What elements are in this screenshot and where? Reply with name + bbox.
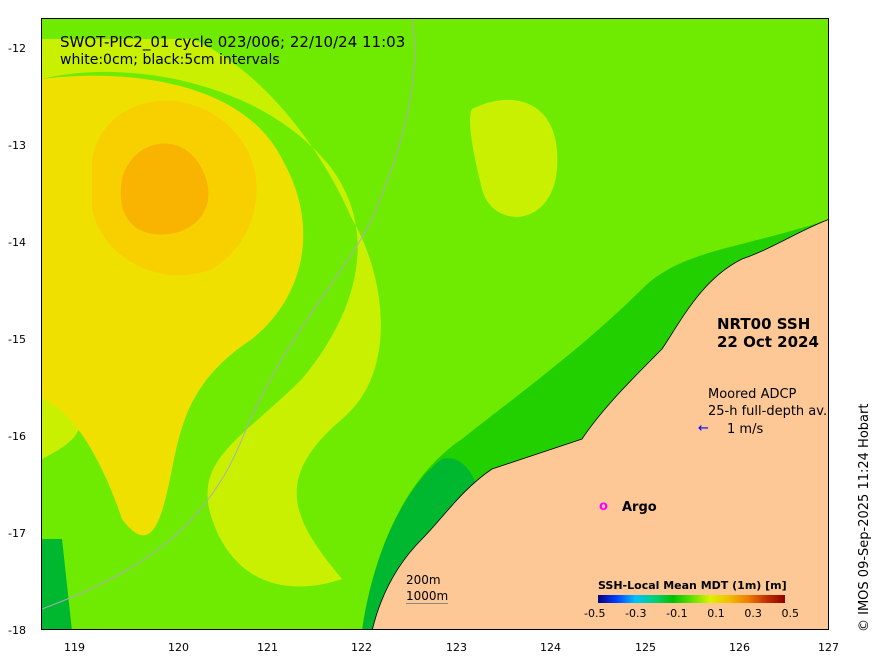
ssh-orange-region <box>120 143 209 235</box>
land-mass <box>372 219 828 629</box>
colorbar-tick: -0.1 <box>666 607 688 620</box>
lon-tick: 122 <box>351 641 372 654</box>
lon-tick: 125 <box>635 641 656 654</box>
lon-tick: 123 <box>446 641 467 654</box>
argo-label: Argo <box>622 500 657 515</box>
colorbar-tick: 0.1 <box>707 607 725 620</box>
adcp-scale: 1 m/s <box>727 422 764 437</box>
credit-label: © IMOS 09-Sep-2025 11:24 Hobart <box>857 403 872 632</box>
lon-tick: 127 <box>818 641 839 654</box>
lat-tick: -14 <box>8 236 26 249</box>
lat-tick: -16 <box>8 430 26 443</box>
product-label: NRT00 SSH <box>717 315 811 333</box>
arrow-icon: ← <box>698 421 709 436</box>
ssh-contour-map <box>42 19 828 629</box>
lat-tick: -17 <box>8 527 26 540</box>
map-subtitle: white:0cm; black:5cm intervals <box>60 52 280 68</box>
map-plot: SWOT-PIC2_01 cycle 023/006; 22/10/24 11:… <box>41 18 829 630</box>
bathymetry-contour <box>42 19 416 610</box>
lon-tick: 119 <box>64 641 85 654</box>
ssh-yellowgreen-region-2 <box>470 99 558 217</box>
ssh-yellowgreen-region <box>42 39 381 587</box>
lat-tick: -15 <box>8 333 26 346</box>
colorbar-tick: -0.5 <box>584 607 606 620</box>
lon-tick: 121 <box>257 641 278 654</box>
adcp-sublabel: 25-h full-depth av. <box>708 404 828 419</box>
colorbar-tick: 0.5 <box>781 607 799 620</box>
lat-tick: -12 <box>8 42 26 55</box>
colorbar-title: SSH-Local Mean MDT (1m) [m] <box>598 579 787 592</box>
bathy-1000m: 1000m <box>406 589 449 604</box>
date-label: 22 Oct 2024 <box>717 333 819 351</box>
adcp-label: Moored ADCP <box>708 387 797 402</box>
bathy-200m: 200m <box>406 573 441 587</box>
colorbar-tick: 0.3 <box>744 607 762 620</box>
lon-tick: 124 <box>540 641 561 654</box>
lat-tick: -13 <box>8 139 26 152</box>
lon-tick: 126 <box>729 641 750 654</box>
lat-tick: -18 <box>8 624 26 637</box>
colorbar <box>598 595 785 603</box>
ssh-darkgreen-region <box>42 458 484 629</box>
argo-marker-icon: o <box>599 499 608 514</box>
colorbar-ticks: -0.5 -0.3 -0.1 0.1 0.3 0.5 <box>584 607 799 620</box>
colorbar-tick: -0.3 <box>625 607 647 620</box>
lon-tick: 120 <box>168 641 189 654</box>
map-title: SWOT-PIC2_01 cycle 023/006; 22/10/24 11:… <box>60 33 406 51</box>
